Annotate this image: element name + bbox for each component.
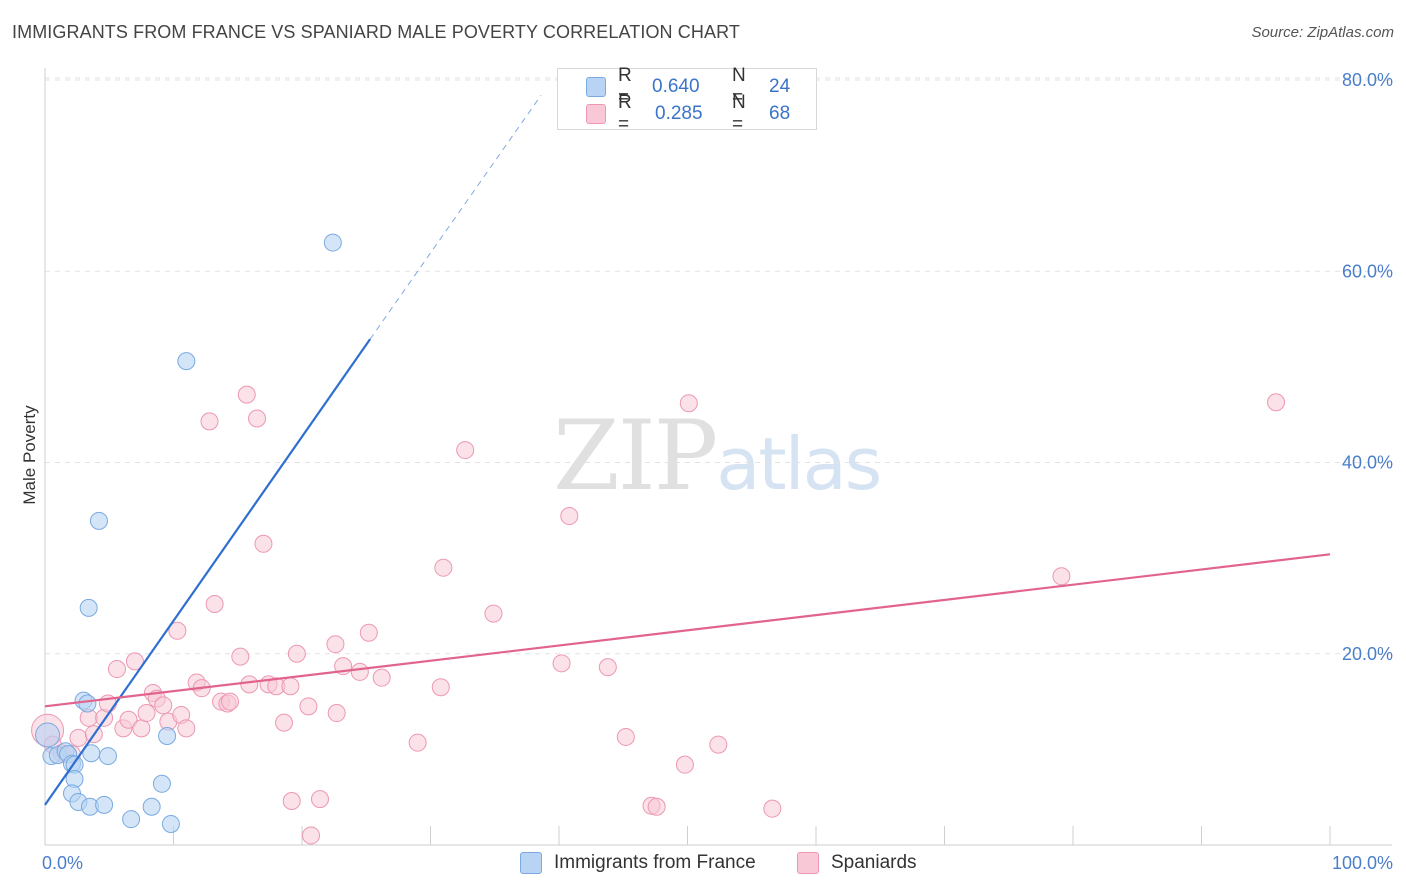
legend-swatch-pink: [586, 104, 606, 124]
spaniards-point: [275, 713, 294, 732]
spaniards-point: [177, 719, 196, 738]
france-point: [98, 747, 117, 766]
legend-r-label: R =: [618, 65, 632, 108]
source-label: Source: ZipAtlas.com: [1251, 24, 1394, 41]
legend-n-label: N =: [732, 65, 746, 108]
spaniards-point: [763, 799, 782, 818]
spaniards-point: [287, 644, 306, 663]
france-point: [35, 722, 61, 748]
legend-n-value: 68: [769, 103, 791, 124]
legend-n-value: 24: [769, 76, 791, 97]
spaniards-point: [132, 719, 151, 738]
spaniards-point: [310, 790, 329, 809]
legend-r-value: 0.285: [655, 103, 703, 124]
spaniards-point: [372, 668, 391, 687]
correlation-legend: R = 0.640 N = 24 R = 0.285 N = 68: [557, 65, 817, 135]
spaniards-point: [237, 385, 256, 404]
spaniards-point: [552, 654, 571, 673]
france-point: [158, 726, 177, 745]
spaniards-point: [301, 826, 320, 845]
spaniards-point: [350, 662, 369, 681]
spaniards-point: [1267, 393, 1286, 412]
spaniards-point: [281, 677, 300, 696]
legend-item-label: Immigrants from France: [554, 852, 756, 873]
x-tick-label: 100.0%: [1332, 853, 1393, 873]
spaniards-point: [359, 623, 378, 642]
spaniards-point: [326, 635, 345, 654]
watermark-zip: ZIP: [553, 400, 718, 512]
spaniards-point: [456, 441, 475, 460]
legend-swatch-blue: [586, 77, 606, 97]
y-tick-label: 80.0%: [1342, 70, 1393, 90]
spaniards-point: [282, 792, 301, 811]
spaniards-point: [484, 604, 503, 623]
france-point: [142, 797, 161, 816]
spaniards-point: [254, 534, 273, 553]
france-point: [161, 814, 180, 833]
france-point: [78, 694, 97, 713]
spaniards-point: [240, 675, 259, 694]
spaniards-point: [119, 710, 138, 729]
spaniards-point: [125, 652, 144, 671]
spaniards-point: [434, 558, 453, 577]
spaniards-point: [1052, 567, 1071, 586]
spaniards-point: [107, 660, 126, 679]
series-legend: Immigrants from France Spaniards: [0, 852, 1406, 878]
legend-r-label: R =: [618, 92, 632, 135]
france-point: [79, 598, 98, 617]
france-trend-extension: [369, 95, 542, 340]
france-point: [89, 511, 108, 530]
spaniards-point: [200, 412, 219, 431]
spaniards-point: [616, 727, 635, 746]
spaniards-trend-line: [44, 553, 1331, 708]
spaniards-point: [679, 394, 698, 413]
y-tick-label: 20.0%: [1342, 644, 1393, 664]
france-trend-line: [44, 338, 372, 806]
legend-item-france[interactable]: Immigrants from France: [520, 852, 756, 874]
spaniards-point: [598, 658, 617, 677]
spaniards-point: [248, 409, 267, 428]
spaniards-point: [709, 735, 728, 754]
spaniards-point: [205, 595, 224, 614]
legend-n-label: N =: [732, 92, 746, 135]
legend-swatch-pink: [797, 852, 819, 874]
france-point: [152, 774, 171, 793]
spaniards-point: [154, 696, 173, 715]
y-tick-label: 60.0%: [1342, 261, 1393, 281]
spaniards-point: [647, 797, 666, 816]
watermark-atlas: atlas: [716, 422, 882, 506]
spaniards-point: [675, 755, 694, 774]
spaniards-point: [168, 621, 187, 640]
france-point: [95, 795, 114, 814]
spaniards-point: [221, 692, 240, 711]
france-point: [122, 810, 141, 829]
spaniards-point: [408, 733, 427, 752]
spaniards-point: [299, 697, 318, 716]
spaniards-point: [231, 647, 250, 666]
chart-title: IMMIGRANTS FROM FRANCE VS SPANIARD MALE …: [12, 22, 740, 42]
france-point: [323, 233, 342, 252]
spaniards-point: [69, 728, 88, 747]
x-tick-label: 0.0%: [42, 853, 83, 873]
watermark: ZIPatlas: [553, 400, 882, 512]
legend-item-label: Spaniards: [831, 852, 917, 873]
spaniards-point: [137, 704, 156, 723]
france-point: [177, 352, 196, 371]
spaniards-point: [560, 507, 579, 526]
spaniards-point: [431, 678, 450, 697]
y-tick-label: 40.0%: [1342, 453, 1393, 473]
spaniards-point: [327, 704, 346, 723]
legend-r-value: 0.640: [652, 76, 700, 97]
legend-item-spaniards[interactable]: Spaniards: [797, 852, 917, 874]
legend-swatch-blue: [520, 852, 542, 874]
